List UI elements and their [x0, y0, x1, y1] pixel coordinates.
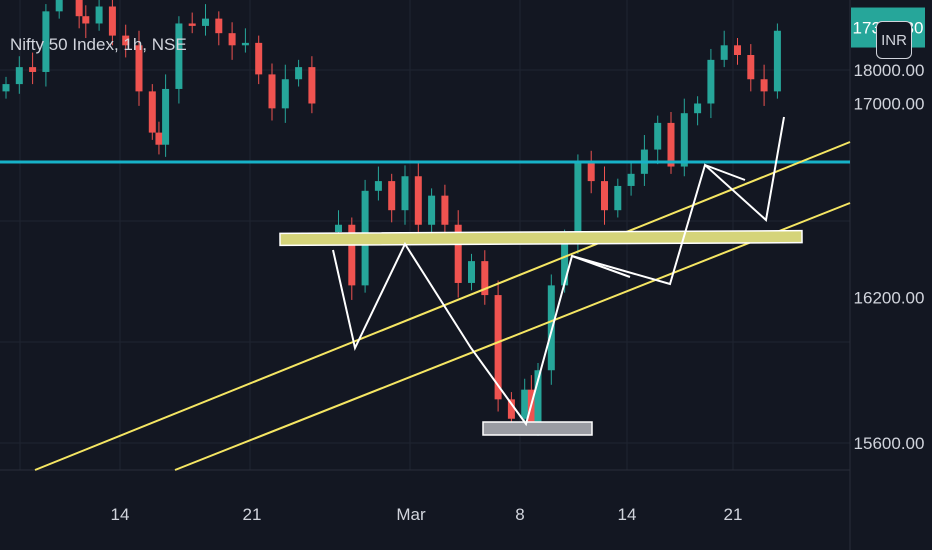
candle [148, 84, 156, 140]
candle [215, 11, 223, 46]
channel-lower [174, 202, 851, 471]
candle [654, 115, 662, 165]
time-tick-label: 8 [515, 505, 524, 524]
candle [694, 96, 702, 126]
candle [108, 0, 116, 46]
candle [481, 250, 489, 305]
symbol-title: Nifty 50 Index, 1h, NSE [10, 35, 187, 54]
price-tick-label: 16200.00 [854, 289, 925, 308]
price-tick-label: 18000.00 [854, 61, 925, 80]
wave-path [571, 255, 631, 278]
candle [228, 22, 236, 60]
candle [441, 184, 449, 237]
candle [468, 253, 475, 291]
support-zone [482, 421, 593, 436]
candle [2, 76, 10, 99]
candle [374, 166, 382, 201]
candle [773, 23, 781, 99]
candle [155, 121, 163, 155]
candle [428, 188, 436, 235]
candle [162, 74, 170, 157]
candle [521, 378, 529, 427]
resistance-zone [279, 229, 803, 247]
candle [42, 4, 50, 87]
time-tick-label: 14 [618, 505, 637, 524]
candle [667, 111, 675, 174]
candle [55, 0, 63, 19]
candle [388, 173, 396, 223]
candle [627, 162, 635, 196]
candle [401, 165, 409, 225]
time-tick-label: 14 [111, 505, 130, 524]
candle [135, 30, 143, 106]
candle [640, 135, 648, 186]
candle [281, 64, 289, 123]
time-tick-label: 21 [243, 505, 262, 524]
price-tick-label: 17000.00 [854, 95, 925, 114]
candle [720, 30, 728, 68]
candle [15, 56, 23, 94]
candle [255, 35, 263, 85]
candle [760, 64, 768, 106]
time-tick-label: Mar [396, 505, 426, 524]
candle [29, 52, 37, 85]
candles [2, 0, 781, 436]
candle [308, 56, 316, 114]
candle [188, 12, 196, 34]
candle [747, 44, 755, 92]
currency-button[interactable]: INR [876, 21, 912, 59]
drawings [0, 116, 851, 471]
candle [75, 0, 83, 29]
candle [122, 24, 130, 58]
candle [734, 38, 741, 65]
candle [295, 59, 303, 87]
price-tick-label: 15600.00 [854, 434, 925, 453]
candle [202, 4, 209, 36]
candle [601, 166, 608, 225]
candle [707, 48, 715, 119]
wave-path [332, 116, 785, 427]
candle [95, 0, 103, 31]
wave-path [704, 164, 746, 181]
channel-upper [34, 141, 851, 471]
time-tick-label: 21 [724, 505, 743, 524]
candle [454, 210, 462, 298]
candle [614, 178, 622, 218]
candle [82, 5, 90, 39]
candle [494, 280, 502, 412]
candle [414, 161, 422, 233]
time-axis: 14 21 Mar 8 14 21 [111, 505, 743, 524]
candle [241, 28, 249, 53]
candle [680, 98, 688, 177]
candle [587, 150, 595, 194]
candle [348, 217, 356, 300]
candle [175, 16, 183, 104]
candle [268, 63, 276, 121]
